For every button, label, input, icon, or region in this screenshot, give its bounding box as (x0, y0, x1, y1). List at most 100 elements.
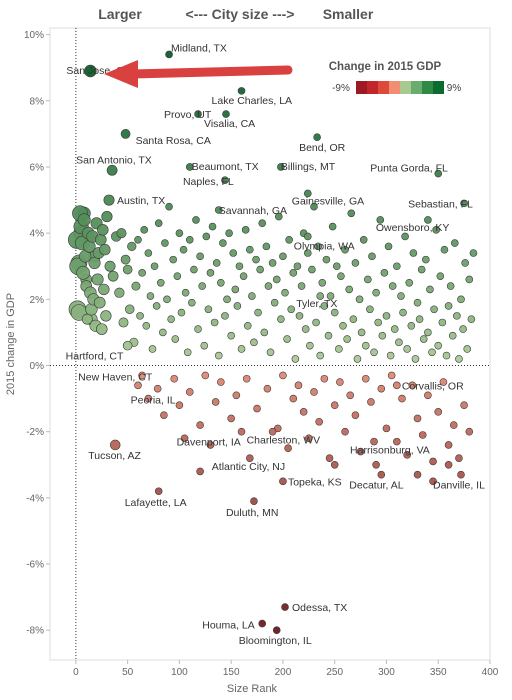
data-point (177, 308, 186, 317)
data-point (196, 421, 204, 429)
labeled-data-point (316, 292, 325, 300)
labeled-data-point (281, 603, 289, 611)
point-label: Tucson, AZ (88, 450, 141, 462)
data-point (453, 312, 461, 320)
data-point (388, 282, 397, 290)
data-point (434, 408, 443, 416)
data-point (159, 328, 167, 337)
data-point (285, 235, 293, 244)
data-point (436, 272, 445, 280)
data-point (227, 414, 235, 423)
point-label: Charleston, WV (247, 435, 321, 447)
data-point (219, 239, 227, 247)
data-point (171, 335, 180, 343)
data-point (196, 467, 204, 476)
point-label: Sebastian, FL (408, 198, 473, 210)
labeled-data-point (268, 427, 277, 436)
data-point (297, 282, 306, 290)
labeled-data-point (246, 454, 254, 462)
labeled-data-point (221, 176, 229, 185)
legend-min-label: -9% (332, 83, 350, 94)
data-point (455, 454, 463, 462)
data-point (252, 255, 260, 264)
data-point (289, 394, 298, 403)
legend-title: Change in 2015 GDP (329, 61, 442, 73)
labeled-data-point (237, 87, 246, 95)
y-tick-label: 10% (24, 30, 44, 41)
data-point (407, 322, 416, 330)
labeled-data-point (272, 626, 281, 635)
data-point (346, 391, 355, 400)
data-point (279, 371, 287, 380)
data-point (326, 292, 335, 300)
data-point (413, 414, 422, 423)
data-point (377, 384, 386, 393)
data-point (281, 288, 289, 297)
arrow-head (104, 60, 138, 88)
data-point (422, 255, 430, 264)
legend-swatch (400, 81, 411, 94)
labeled-data-point (303, 232, 312, 241)
data-point (310, 202, 318, 211)
point-label: Harrisonburg, VA (350, 445, 430, 457)
data-point (210, 318, 219, 327)
plot-area (49, 27, 491, 661)
data-point (419, 335, 428, 343)
labeled-data-point (457, 470, 465, 479)
x-tick-label: 400 (482, 667, 499, 678)
point-label: Peoria, IL (131, 395, 176, 407)
data-point (287, 305, 296, 314)
data-point (170, 374, 179, 383)
point-label: New Haven, CT (78, 371, 153, 383)
data-point (322, 255, 331, 264)
data-point (351, 259, 360, 267)
data-point (353, 355, 362, 363)
data-point (208, 222, 217, 231)
data-point (142, 322, 151, 330)
x-tick-label: 350 (430, 667, 447, 678)
data-point (237, 427, 246, 436)
data-point (310, 388, 318, 396)
data-point (167, 315, 175, 323)
legend-swatch (389, 81, 400, 94)
data-point (232, 391, 241, 400)
data-point (98, 283, 110, 296)
legend-swatch (356, 81, 367, 94)
data-point (289, 269, 298, 277)
data-point (463, 345, 472, 353)
data-point (163, 295, 171, 304)
data-point (243, 322, 252, 330)
point-label: Bloomington, IL (239, 635, 312, 647)
point-label: Lafayette, LA (125, 497, 187, 509)
labeled-data-point (393, 381, 401, 390)
point-label: San Antonio, TX (76, 154, 152, 166)
data-point (295, 312, 304, 320)
y-tick-label: 6% (30, 162, 45, 173)
point-label: Davenport, IA (177, 436, 241, 448)
point-label: Owensboro, KY (376, 222, 450, 234)
data-point (467, 315, 476, 323)
data-point (449, 421, 458, 429)
data-point (430, 305, 438, 314)
point-label: Gainesville, GA (292, 195, 364, 207)
data-point (411, 355, 420, 363)
data-point (217, 278, 225, 287)
data-point (116, 228, 127, 239)
labeled-data-point (377, 470, 386, 479)
data-point (318, 278, 327, 287)
data-point (237, 345, 246, 353)
data-point (393, 262, 401, 271)
labeled-data-point (460, 199, 468, 208)
data-point (378, 331, 387, 340)
x-tick-label: 0 (73, 667, 79, 678)
legend-swatch (433, 81, 444, 94)
data-point (364, 275, 372, 284)
data-point (415, 315, 424, 323)
data-point (175, 401, 184, 410)
data-point (409, 249, 418, 257)
data-point (316, 351, 325, 360)
data-point (345, 285, 354, 294)
data-point (387, 371, 396, 380)
point-label: Topeka, KS (288, 476, 342, 488)
